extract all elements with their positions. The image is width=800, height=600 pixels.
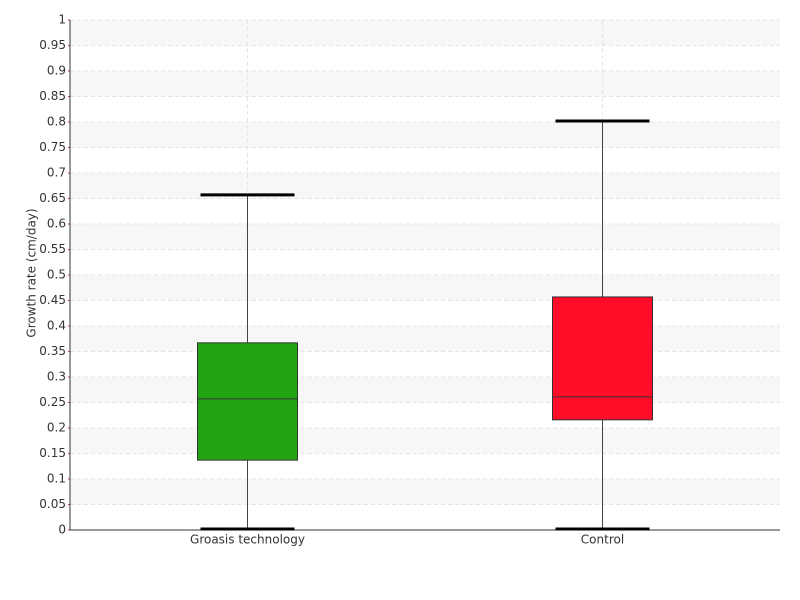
grid-band (70, 428, 780, 454)
y-tick-label: 0.3 (47, 370, 66, 384)
x-tick-label: Control (581, 533, 624, 547)
box (552, 296, 653, 421)
y-axis-label: Growth rate (cm/day) (25, 208, 39, 337)
y-tick-label: 0.25 (39, 395, 66, 409)
grid-band (70, 173, 780, 199)
y-tick-label: 0.15 (39, 446, 66, 460)
y-tick-label: 0.35 (39, 344, 66, 358)
y-tick-label: 0.6 (47, 217, 66, 231)
y-tick-label: 0.75 (39, 140, 66, 154)
grid-band (70, 275, 780, 301)
grid-band (70, 326, 780, 352)
y-tick-label: 0.4 (47, 319, 66, 333)
y-tick-label: 0.55 (39, 242, 66, 256)
y-tick-label: 0.45 (39, 293, 66, 307)
grid-band (70, 224, 780, 250)
y-tick-label: 0.9 (47, 64, 66, 78)
y-tick-label: 0.95 (39, 38, 66, 52)
y-tick-label: 0.7 (47, 166, 66, 180)
y-tick-label: 0.65 (39, 191, 66, 205)
x-tick-label: Groasis technology (190, 533, 305, 547)
grid-band (70, 71, 780, 97)
grid-band (70, 479, 780, 505)
grid-band (70, 122, 780, 148)
grid-band (70, 377, 780, 403)
box (197, 342, 298, 461)
y-tick-label: 0.1 (47, 472, 66, 486)
y-tick-label: 0.8 (47, 115, 66, 129)
y-tick-label: 1 (58, 13, 66, 27)
y-tick-label: 0.5 (47, 268, 66, 282)
grid-band (70, 20, 780, 46)
y-tick-label: 0 (58, 523, 66, 537)
y-tick-label: 0.2 (47, 421, 66, 435)
y-tick-label: 0.05 (39, 497, 66, 511)
y-tick-label: 0.85 (39, 89, 66, 103)
